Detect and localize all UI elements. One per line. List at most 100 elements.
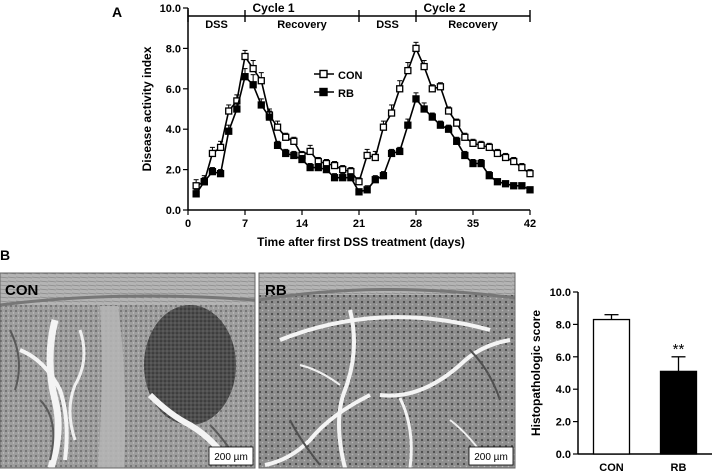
data-point-rb [387, 149, 396, 158]
data-point-con [273, 123, 282, 131]
micrograph-rb-label: RB [265, 282, 287, 299]
bar-con [592, 318, 631, 455]
data-point-rb [241, 73, 249, 81]
bar-chart-ylabel: Histopathologic score [529, 310, 543, 436]
x-tick-label: 42 [524, 218, 536, 230]
data-point-con [192, 182, 200, 190]
data-point-rb [306, 163, 314, 172]
data-point-rb [216, 169, 225, 178]
bar-y-tick-label: 6.0 [556, 352, 571, 364]
data-point-con [412, 44, 420, 53]
data-point-rb [444, 125, 453, 133]
data-point-rb [477, 159, 485, 168]
bar-y-tick-label: 4.0 [556, 384, 571, 396]
line-chart: Cycle 1 Cycle 2 DSS Recovery DSS Recovery 0.0… [140, 1, 536, 249]
y-tick-label: 4.0 [166, 124, 181, 136]
data-point-rb [379, 172, 388, 180]
data-point-con [518, 163, 526, 172]
data-point-rb [363, 186, 371, 194]
bar-category-label: CON [599, 462, 624, 471]
data-point-con [371, 153, 379, 162]
y-tick-label: 6.0 [166, 84, 181, 96]
phase-label: Recovery [448, 19, 498, 31]
data-point-con [396, 85, 404, 93]
data-point-rb [257, 101, 265, 109]
data-point-rb [249, 81, 257, 89]
micrograph-con-label: CON [5, 282, 38, 299]
bar-rb [659, 370, 698, 455]
data-point-rb [355, 188, 363, 196]
data-point-rb [322, 165, 331, 174]
data-point-rb [404, 121, 412, 129]
phase-bar: Cycle 1 Cycle 2 DSS Recovery DSS Recovery [187, 1, 531, 31]
data-point-rb [396, 147, 404, 156]
data-point-rb [273, 141, 282, 150]
data-point-rb [339, 174, 347, 182]
bar-chart: 0.0 2.0 4.0 6.0 8.0 10.0 CON RB ** Histopatholo… [529, 287, 712, 471]
data-point-rb [208, 167, 217, 176]
data-point-con [526, 169, 534, 178]
data-point-con [510, 157, 518, 166]
data-point-rb [314, 163, 322, 172]
y-tick-label: 8.0 [166, 43, 181, 55]
line-chart-axes: 0.0 2.0 4.0 6.0 8.0 10.0 0 7 14 21 28 35 42 [160, 3, 537, 230]
legend-marker-con [319, 69, 328, 79]
data-point-con [461, 133, 469, 141]
data-point-rb [290, 151, 298, 160]
data-point-rb [469, 159, 477, 168]
data-point-rb [436, 121, 445, 129]
data-point-con [485, 143, 493, 152]
data-point-rb [371, 176, 379, 184]
data-point-rb [412, 95, 420, 103]
legend-label-con: CON [338, 70, 363, 82]
data-point-rb [461, 151, 469, 160]
scale-bar-label: 200 µm [474, 452, 508, 463]
micrograph-con: CON 200 µm [0, 272, 256, 470]
data-point-con [330, 161, 339, 170]
data-point-con [501, 153, 510, 162]
y-tick-label: 10.0 [160, 3, 181, 15]
data-point-rb [192, 190, 200, 198]
panel-label-b: B [0, 247, 10, 263]
phase-label: DSS [376, 19, 399, 31]
line-chart-xlabel: Time after first DSS treatment (days) [257, 235, 465, 249]
bar-y-tick-label: 2.0 [556, 417, 571, 429]
data-point-rb [225, 127, 233, 135]
data-point-rb [265, 113, 274, 121]
scale-bar-box [208, 446, 254, 466]
phase-label: DSS [205, 19, 228, 31]
data-point-rb [298, 155, 306, 164]
data-point-con [241, 52, 249, 61]
bar-chart-bars: CON RB ** [592, 314, 698, 471]
data-point-con [257, 77, 265, 85]
x-tick-label: 0 [185, 218, 191, 230]
line-chart-series [192, 41, 534, 198]
cycle-label: Cycle 1 [252, 1, 294, 15]
data-point-rb [510, 182, 518, 190]
line-chart-legend: CON RB [314, 69, 363, 100]
cycle-label: Cycle 2 [423, 1, 465, 15]
data-point-rb [233, 105, 241, 113]
x-tick-label: 7 [242, 218, 248, 230]
legend-label-rb: RB [338, 88, 354, 100]
data-point-rb [330, 174, 339, 182]
series-line-rb [195, 75, 531, 195]
data-point-con [453, 119, 461, 127]
data-point-con [339, 165, 347, 174]
data-point-con [436, 83, 445, 91]
data-point-con [420, 62, 428, 71]
data-point-rb [526, 186, 534, 194]
bar-category-label: RB [671, 462, 687, 471]
data-point-con [282, 133, 290, 141]
data-point-rb [347, 174, 355, 182]
scale-bar-box [468, 446, 514, 466]
data-point-con [216, 143, 225, 152]
data-point-con [306, 147, 314, 156]
data-point-rb [518, 182, 526, 190]
data-point-con [363, 151, 371, 160]
data-point-con [355, 178, 363, 186]
data-point-con [249, 64, 257, 73]
y-tick-label: 0.0 [166, 205, 181, 217]
bar-y-tick-label: 0.0 [556, 449, 571, 461]
